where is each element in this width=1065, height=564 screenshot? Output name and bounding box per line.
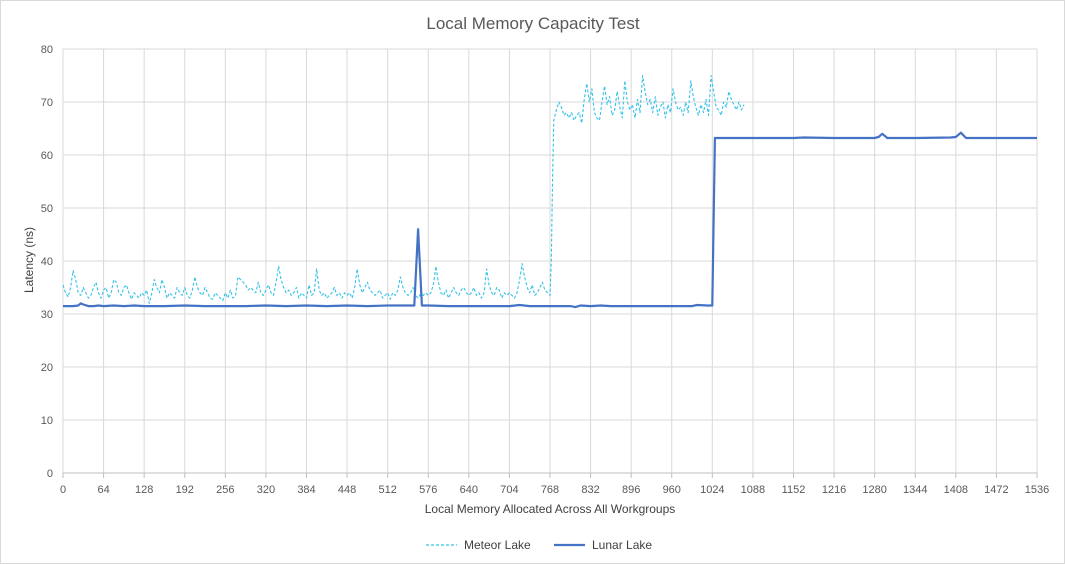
x-tick-label: 256 xyxy=(216,484,234,496)
x-tick-label: 1216 xyxy=(822,484,846,496)
x-tick-label: 896 xyxy=(622,484,640,496)
x-tick-label: 448 xyxy=(338,484,356,496)
x-tick-label: 1280 xyxy=(862,484,886,496)
x-tick-label: 1024 xyxy=(700,484,724,496)
y-axis-title: Latency (ns) xyxy=(22,227,36,293)
x-axis-title: Local Memory Allocated Across All Workgr… xyxy=(425,502,676,516)
x-tick-label: 1344 xyxy=(903,484,927,496)
x-tick-label: 384 xyxy=(297,484,315,496)
x-tick-label: 1408 xyxy=(944,484,968,496)
series-lines xyxy=(62,74,1037,309)
x-tick-labels: 0 64 128 192 256 320 384 448 512 576 640 704 768 832 8… xyxy=(60,484,1049,496)
series-line-meteor-lake xyxy=(62,74,745,304)
x-tick-label: 1152 xyxy=(782,484,806,496)
y-tick-label: 40 xyxy=(41,256,53,268)
y-tick-label: 70 xyxy=(41,97,53,109)
y-tick-labels: 0 10 20 30 40 50 60 70 80 xyxy=(41,44,53,480)
y-tick-label: 80 xyxy=(41,44,53,56)
legend-label-meteor-lake: Meteor Lake xyxy=(464,538,531,552)
y-tick-label: 20 xyxy=(41,362,53,374)
x-tick-label: 960 xyxy=(663,484,681,496)
x-tick-label: 64 xyxy=(97,484,109,496)
y-tick-label: 60 xyxy=(41,150,53,162)
x-tick-label: 704 xyxy=(500,484,518,496)
x-tick-label: 320 xyxy=(257,484,275,496)
x-tick-label: 1472 xyxy=(984,484,1008,496)
legend-item-meteor-lake: Meteor Lake xyxy=(426,538,531,552)
y-tick-label: 30 xyxy=(41,309,53,321)
x-tick-label: 1536 xyxy=(1025,484,1049,496)
y-tick-label: 10 xyxy=(41,415,53,427)
grid xyxy=(63,48,1038,473)
legend: Meteor Lake Lunar Lake xyxy=(426,538,652,552)
x-tick-label: 768 xyxy=(541,484,559,496)
x-tick-label: 1088 xyxy=(741,484,765,496)
x-tick-label: 0 xyxy=(60,484,66,496)
legend-label-lunar-lake: Lunar Lake xyxy=(592,538,652,552)
chart-title: Local Memory Capacity Test xyxy=(426,14,639,33)
x-tick-label: 192 xyxy=(176,484,194,496)
y-tick-label: 50 xyxy=(41,203,53,215)
x-tick-label: 832 xyxy=(581,484,599,496)
axes xyxy=(62,49,1038,478)
x-tick-label: 512 xyxy=(378,484,396,496)
x-tick-label: 576 xyxy=(419,484,437,496)
x-tick-label: 128 xyxy=(135,484,153,496)
series-line-lunar-lake xyxy=(63,131,1037,309)
x-tick-label: 640 xyxy=(460,484,478,496)
legend-item-lunar-lake: Lunar Lake xyxy=(554,538,652,552)
y-tick-label: 0 xyxy=(47,468,53,480)
